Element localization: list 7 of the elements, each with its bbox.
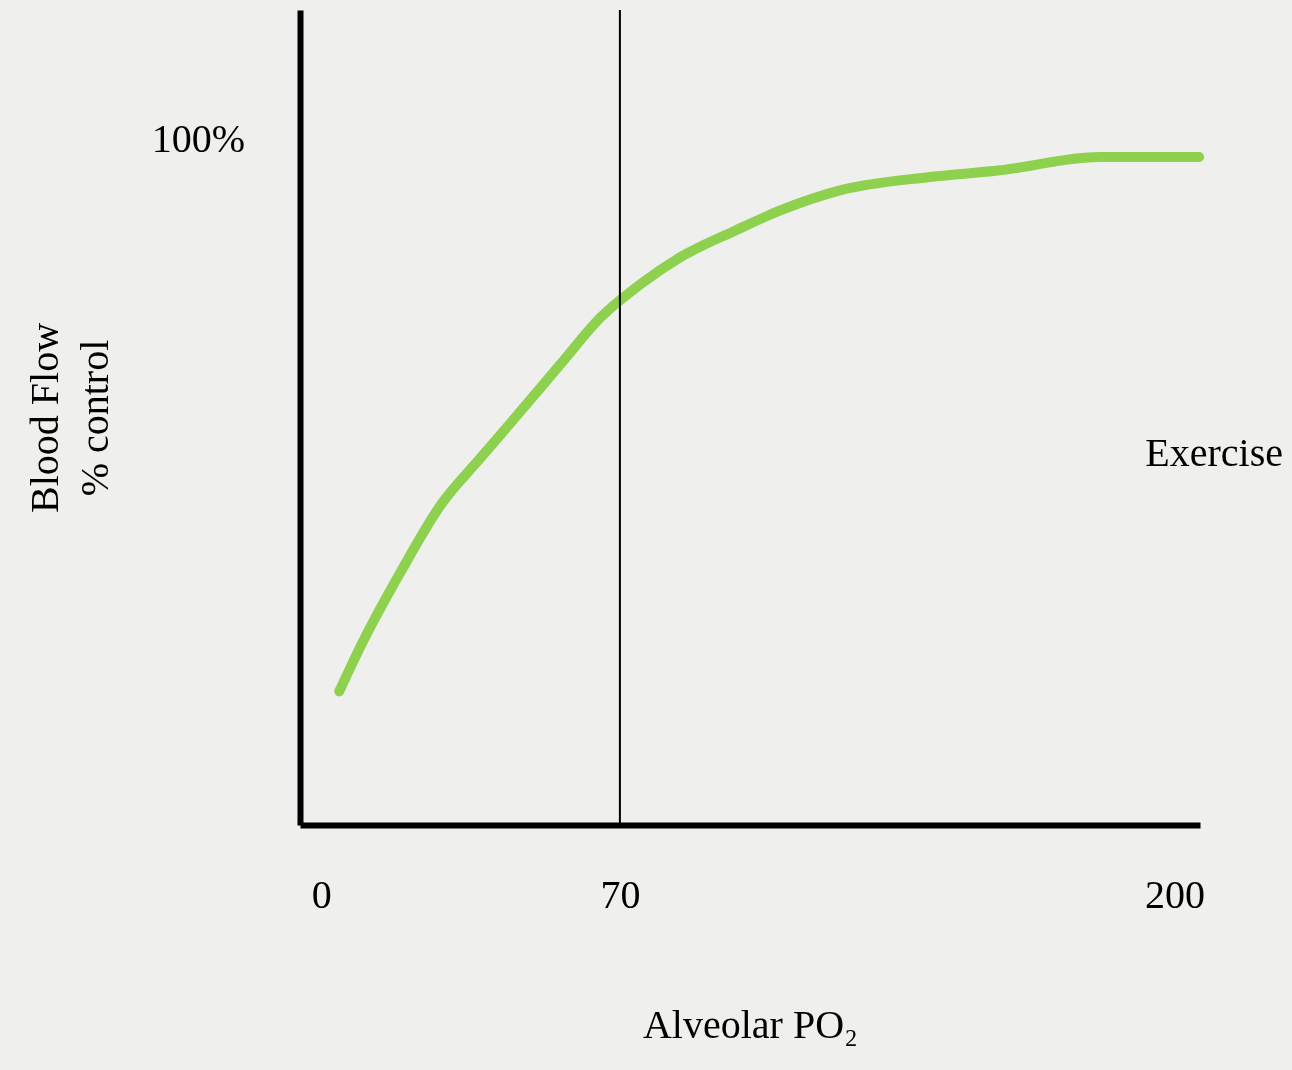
text: 100% bbox=[151, 116, 245, 162]
x-tick-label: 70 bbox=[600, 871, 641, 917]
x-tick-label: 200 bbox=[1144, 871, 1205, 917]
annotation: Exercise bbox=[1145, 430, 1283, 476]
x-axis-title: Alveolar PO₂ bbox=[642, 1001, 859, 1047]
x-tick-label: 0 bbox=[311, 871, 332, 917]
y-axis-title: Blood Flow % control bbox=[21, 322, 117, 514]
